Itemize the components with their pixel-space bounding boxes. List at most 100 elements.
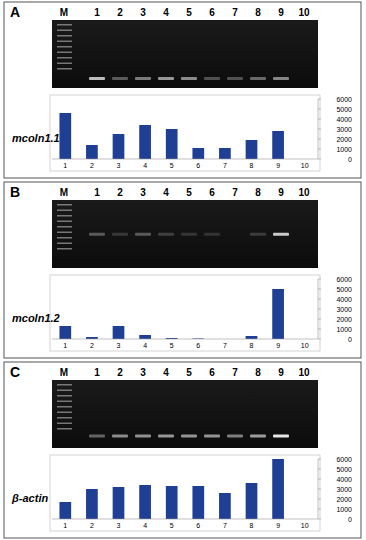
lane-label: 6: [209, 7, 215, 18]
x-tick-label: 4: [143, 342, 147, 349]
gel-band: [89, 233, 105, 236]
lane-label: M: [60, 187, 68, 198]
gel-band: [89, 77, 105, 80]
y-tick: [318, 309, 321, 310]
y-tick: [318, 109, 321, 110]
x-tick-label: 1: [63, 522, 67, 529]
bar: [272, 459, 284, 519]
gel-band: [204, 233, 220, 236]
bar: [139, 125, 151, 159]
x-axis: [52, 519, 318, 520]
x-tick-label: 5: [170, 342, 174, 349]
y-tick: [318, 149, 321, 150]
ladder-band: [57, 237, 72, 239]
bar: [59, 326, 71, 339]
gene-label: mcoln1.1: [12, 132, 60, 144]
y-tick-label: 3000: [336, 126, 352, 133]
gel-band: [273, 434, 289, 437]
gel-band: [204, 77, 220, 80]
lane-label: 4: [163, 7, 169, 18]
lane-label: 7: [232, 367, 238, 378]
bar: [86, 145, 98, 159]
ladder-band: [57, 395, 72, 397]
panel-title: A: [10, 4, 20, 20]
gel-band: [135, 434, 151, 437]
x-tick-label: 8: [250, 342, 254, 349]
x-tick-label: 4: [143, 162, 147, 169]
ladder-band: [57, 226, 72, 228]
y-tick-label: 5000: [336, 106, 352, 113]
gene-label: mcoln1.2: [12, 312, 60, 324]
x-tick-label: 3: [117, 162, 121, 169]
bar: [59, 502, 71, 519]
ladder-band: [57, 41, 72, 43]
gel-band: [112, 77, 128, 80]
lane-label: 1: [94, 187, 100, 198]
lane-label: 2: [117, 187, 123, 198]
y-tick: [318, 279, 321, 280]
ladder-band: [57, 30, 72, 32]
lane-label: 3: [140, 187, 146, 198]
gel-band: [181, 434, 197, 437]
ladder-band: [57, 412, 72, 414]
lane-label: 1: [94, 367, 100, 378]
lane-label: 10: [298, 187, 310, 198]
y-tick: [318, 119, 321, 120]
x-tick-label: 7: [223, 342, 227, 349]
y-tick: [318, 339, 321, 340]
y-tick-label: 6000: [336, 276, 352, 283]
y-tick: [318, 469, 321, 470]
lane-label: 5: [186, 187, 192, 198]
lane-label: 9: [278, 367, 284, 378]
y-tick: [318, 479, 321, 480]
panel-title: C: [10, 364, 20, 380]
x-tick-label: 4: [143, 522, 147, 529]
y-tick-label: 1000: [336, 506, 352, 513]
y-tick-label: 5000: [336, 466, 352, 473]
bars: [59, 459, 284, 519]
y-tick: [318, 329, 321, 330]
x-tick-label: 10: [301, 342, 309, 349]
lane-label: 3: [140, 367, 146, 378]
y-tick: [318, 519, 321, 520]
lane-label: 8: [255, 7, 261, 18]
ladder-band: [57, 210, 72, 212]
ladder-band: [57, 406, 72, 408]
lane-label: 5: [186, 7, 192, 18]
bar: [246, 140, 258, 159]
bar: [272, 131, 284, 159]
lane-label: 9: [278, 7, 284, 18]
y-tick: [318, 139, 321, 140]
bar: [219, 148, 231, 159]
y-tick-label: 1000: [336, 326, 352, 333]
y-tick: [318, 489, 321, 490]
y-tick: [318, 319, 321, 320]
chart-frame: [50, 275, 320, 351]
gene-label: β-actin: [11, 492, 48, 504]
bar: [246, 483, 258, 519]
ladder-band: [57, 35, 72, 37]
ladder-band: [57, 401, 72, 403]
bar: [113, 326, 125, 339]
bars: [59, 289, 284, 339]
gel-band: [204, 434, 220, 437]
x-tick-label: 8: [250, 522, 254, 529]
y-tick-label: 6000: [336, 456, 352, 463]
bar: [86, 489, 98, 519]
gel-band: [250, 434, 266, 437]
gel-band: [112, 434, 128, 437]
bar: [166, 486, 178, 519]
ladder-band: [57, 68, 72, 70]
panel: AM12345678910123456789100100020003000400…: [4, 2, 361, 178]
y-tick-label: 3000: [336, 486, 352, 493]
gel-band: [158, 233, 174, 236]
y-tick-label: 4000: [336, 476, 352, 483]
gel-band: [89, 434, 105, 437]
y-tick-label: 5000: [336, 286, 352, 293]
bar: [139, 485, 151, 519]
panel: CM12345678910123456789100100020003000400…: [4, 362, 361, 538]
ladder-band: [57, 24, 72, 26]
y-tick-label: 4000: [336, 116, 352, 123]
x-tick-label: 1: [63, 342, 67, 349]
x-axis: [52, 339, 318, 340]
